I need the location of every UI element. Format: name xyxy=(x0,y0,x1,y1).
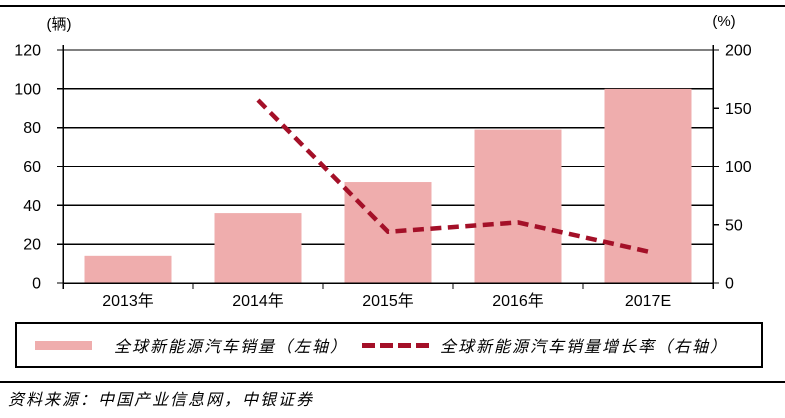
legend-line-label: 全球新能源汽车销量增长率（右轴） xyxy=(440,339,729,356)
left-axis-tick-label: 120 xyxy=(14,43,41,60)
left-axis-tick-label: 60 xyxy=(23,159,41,176)
right-axis-tick-label: 200 xyxy=(725,43,752,60)
legend-bar-label: 全球新能源汽车销量（左轴） xyxy=(114,339,349,356)
source-note: 资料来源：中国产业信息网，中银证券 xyxy=(8,392,315,409)
footer-rule xyxy=(0,381,785,383)
dash-segment xyxy=(416,342,430,348)
bar-2016年 xyxy=(474,129,562,283)
x-axis-tick-label: 2013年 xyxy=(102,292,154,310)
left-axis-unit-label: (辆) xyxy=(46,16,72,33)
legend-bar-swatch xyxy=(35,340,92,350)
growth-rate-line xyxy=(256,98,649,254)
x-axis-tick-label: 2014年 xyxy=(232,292,284,310)
left-axis-tick-label: 80 xyxy=(23,120,41,137)
bar-2013年 xyxy=(84,255,172,283)
left-axis-tick-label: 40 xyxy=(23,198,41,215)
dash-segment xyxy=(398,342,412,348)
left-axis-tick-label: 20 xyxy=(23,237,41,254)
dash-segment xyxy=(362,342,376,348)
left-axis-tick-label: 100 xyxy=(14,81,41,98)
right-axis-tick-label: 0 xyxy=(725,276,734,293)
left-axis-tick-label: 0 xyxy=(32,276,41,293)
right-axis-tick-label: 150 xyxy=(725,101,752,118)
right-axis-tick-label: 100 xyxy=(725,159,752,176)
right-axis-unit-label: (%) xyxy=(712,13,736,30)
chart-plot: 0 20 40 60 80 100 120 0 50 100 150 200 2013年 2014年 201… xyxy=(14,43,752,311)
legend-dashed-line-swatch xyxy=(362,342,434,348)
bar-2017E xyxy=(604,88,692,283)
dash-segment xyxy=(380,342,394,348)
right-axis-tick-label: 50 xyxy=(725,217,743,234)
legend: 全球新能源汽车销量（左轴） 全球新能源汽车销量增长率（右轴） xyxy=(15,322,763,368)
x-axis-tick-label: 2015年 xyxy=(362,292,414,310)
x-axis-tick-label: 2017E xyxy=(625,293,671,310)
top-rule xyxy=(0,5,785,7)
bar-2014年 xyxy=(214,213,302,283)
x-axis-tick-label: 2016年 xyxy=(492,292,544,310)
